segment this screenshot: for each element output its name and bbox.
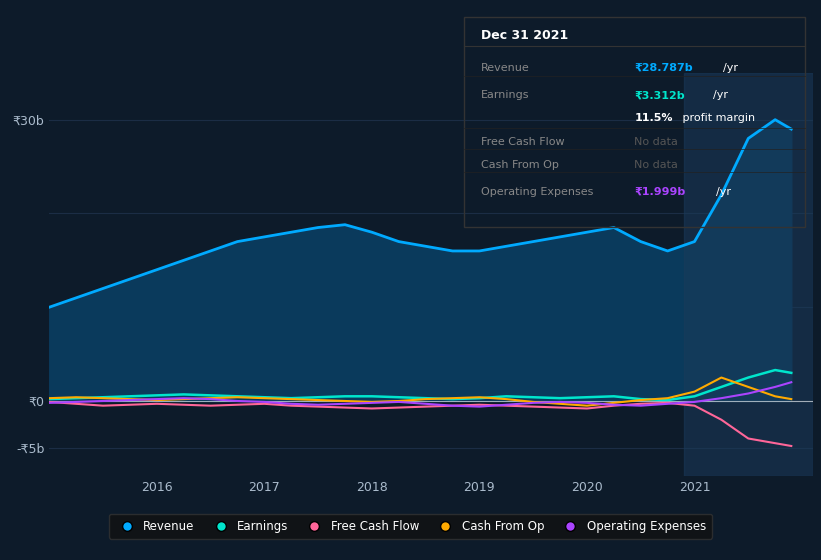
Text: 11.5%: 11.5% [635, 114, 672, 123]
Legend: Revenue, Earnings, Free Cash Flow, Cash From Op, Operating Expenses: Revenue, Earnings, Free Cash Flow, Cash … [109, 514, 712, 539]
Text: Dec 31 2021: Dec 31 2021 [481, 30, 568, 43]
Text: No data: No data [635, 137, 678, 147]
Text: ₹3.312b: ₹3.312b [635, 90, 685, 100]
Text: /yr: /yr [713, 90, 727, 100]
Text: profit margin: profit margin [678, 114, 754, 123]
Text: Revenue: Revenue [481, 63, 530, 73]
Bar [684, 73, 813, 476]
Text: Earnings: Earnings [481, 90, 530, 100]
Text: Free Cash Flow: Free Cash Flow [481, 137, 565, 147]
Text: ₹28.787b: ₹28.787b [635, 63, 693, 73]
Text: Operating Expenses: Operating Expenses [481, 187, 594, 197]
Text: No data: No data [635, 160, 678, 170]
Text: /yr: /yr [722, 63, 738, 73]
Text: /yr: /yr [716, 187, 731, 197]
Text: Cash From Op: Cash From Op [481, 160, 559, 170]
Text: ₹1.999b: ₹1.999b [635, 187, 686, 197]
